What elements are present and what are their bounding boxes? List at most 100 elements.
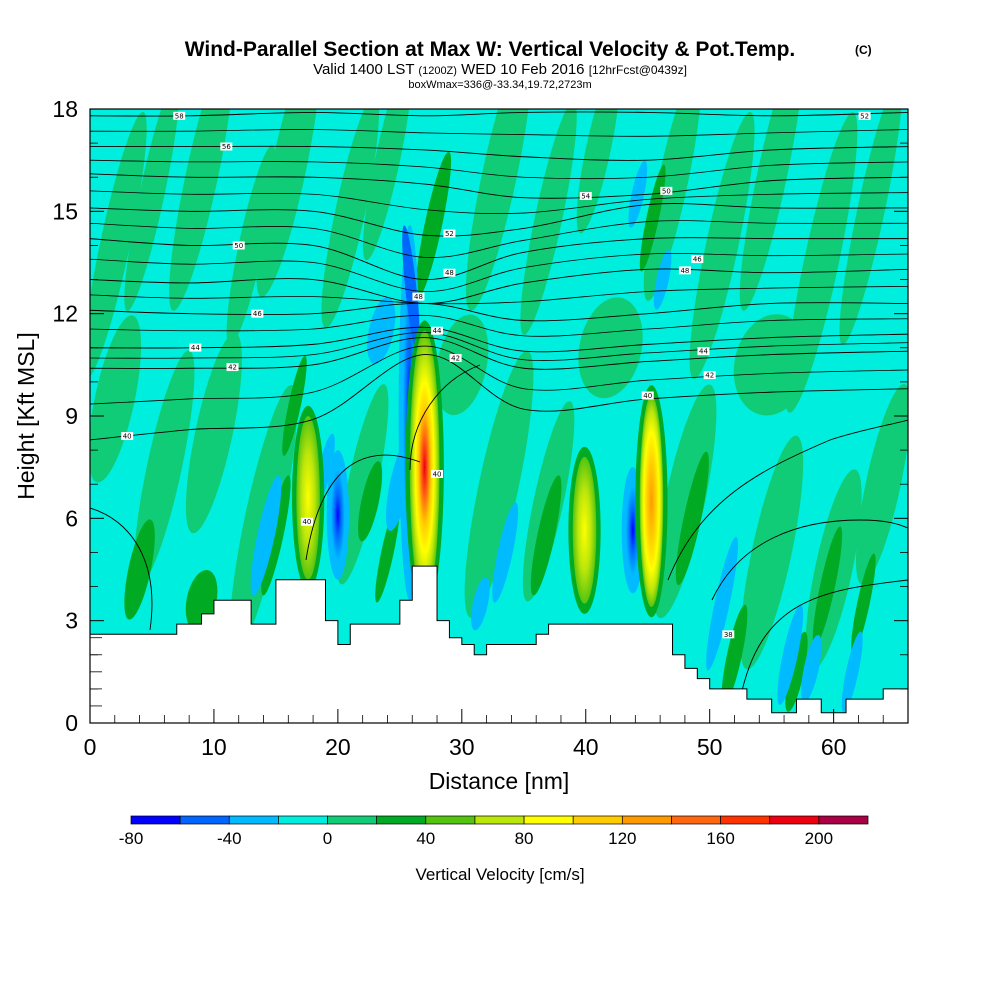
field-streak [226, 145, 276, 346]
isentrope-label: 40 [641, 391, 654, 400]
terrain [90, 565, 908, 723]
subtitle-forecast: [12hrFcst@0439z] [589, 63, 687, 77]
isentrope-label-text: 40 [123, 433, 132, 441]
isentrope-line [90, 337, 908, 370]
colorbar-swatch [769, 815, 820, 825]
isentrope-line [90, 326, 908, 353]
isentrope-label-bg [449, 354, 462, 363]
field-streak [282, 355, 307, 456]
isentrope-label-text: 48 [414, 293, 423, 301]
subtitle-valid: Valid 1400 LST [313, 61, 414, 78]
convective-cores [292, 224, 668, 618]
chart-title: Wind-Parallel Section at Max W: Vertical… [185, 38, 796, 61]
isentrope-label: 40 [121, 432, 134, 441]
field-streak [321, 109, 380, 329]
isentrope-label-bg [703, 371, 716, 380]
chart-title-mark: (C) [855, 43, 872, 57]
colorbar-swatch [130, 815, 181, 825]
isentrope-label: 56 [220, 142, 233, 151]
isentrope-label-bg [691, 255, 704, 264]
x-tick-label: 30 [449, 734, 475, 760]
isentrope-line [90, 345, 908, 405]
colorbar-tick-label: -80 [119, 829, 144, 848]
field-streak [124, 109, 180, 312]
colorbar: -80 -40 0 40 80 120 160 200 [119, 815, 869, 848]
y-axis: 0 3 6 9 12 15 18 [52, 96, 908, 736]
field-streak [801, 635, 822, 702]
isentrope-label-bg [697, 347, 710, 356]
isentrope-label-bg [722, 630, 735, 639]
isentrope-label-text: 54 [581, 192, 590, 200]
field-streak [653, 249, 672, 310]
colorbar-swatch [376, 815, 427, 825]
chart-info: boxWmax=336@-33.34,19.72,2723m [408, 79, 591, 91]
isentrope-labels: 58 56 54 52 50 48 46 44 42 40 40 40 40 38 48 48 44 42 52 50… [121, 111, 871, 639]
field-streak [358, 461, 383, 542]
y-tick-label: 15 [52, 198, 78, 224]
isentrope-label-bg [678, 266, 691, 275]
field-streak [721, 604, 748, 705]
field-streak [261, 475, 291, 596]
isentrope-label: 46 [691, 255, 704, 264]
field-streak [435, 314, 489, 416]
isentrope-line [90, 159, 908, 180]
isentrope-label: 40 [431, 469, 444, 478]
isentrope-label-bg [173, 111, 186, 120]
isentrope-label: 48 [412, 292, 425, 301]
isentrope-line [90, 111, 908, 117]
isentrope-line [90, 354, 908, 441]
field-streak [576, 109, 620, 234]
isentrope-label-bg [300, 517, 313, 526]
field-streak [739, 109, 804, 311]
isentrope-label-bg [412, 292, 425, 301]
isentrope-label: 50 [232, 241, 245, 250]
isentrope-label: 44 [431, 326, 444, 335]
field-streak [256, 109, 321, 298]
field-streak [336, 384, 389, 585]
x-tick-label: 20 [325, 734, 351, 760]
x-axis-title: Distance [nm] [429, 768, 570, 794]
colorbar-swatch [425, 815, 476, 825]
colorbar-swatch [474, 815, 525, 825]
isentrope-label-text: 50 [662, 187, 671, 195]
y-tick-label: 9 [65, 403, 78, 429]
field-streak [471, 576, 490, 631]
field-streak [839, 109, 903, 345]
isentrope-label: 38 [722, 630, 735, 639]
x-tick-label: 10 [201, 734, 227, 760]
isentrope-label-bg [121, 432, 134, 441]
field-streak [492, 502, 519, 603]
field-streak [785, 631, 808, 712]
isentrope-label-bg [220, 142, 233, 151]
isentrope-label-bg [579, 191, 592, 200]
isentrope-label: 58 [173, 111, 186, 120]
field-streak [733, 314, 810, 416]
isentrope-closed [90, 507, 153, 631]
chart-subtitle: Valid 1400 LST (1200Z) WED 10 Feb 2016 [… [313, 61, 687, 78]
y-tick-label: 3 [65, 608, 78, 634]
isentrope-label-bg [431, 469, 444, 478]
field-streak [520, 109, 577, 335]
isentrope-label-text: 44 [433, 327, 442, 335]
subtitle-utc: (1200Z) [418, 65, 457, 77]
isentrope-label-text: 44 [699, 348, 708, 356]
isentrope-line [90, 268, 908, 304]
isentrope-label: 44 [189, 343, 202, 352]
isentrope-label-text: 44 [191, 344, 200, 352]
field-streak [124, 519, 155, 620]
field-streak [675, 451, 709, 586]
field-streak [464, 350, 534, 618]
isentrope-label-text: 46 [693, 256, 702, 264]
field-streak [777, 604, 804, 705]
isentrope-line [90, 237, 908, 281]
colorbar-swatch [572, 815, 623, 825]
field-streak [851, 553, 876, 654]
isentrope-label-bg [226, 363, 239, 372]
colorbar-tick-label: 0 [323, 829, 332, 848]
isentrope-label: 46 [251, 309, 264, 318]
isentrope-line [90, 314, 908, 337]
colorbar-tick-label: -40 [217, 829, 242, 848]
isentrope-line [90, 332, 908, 361]
isentrope-label-text: 38 [724, 631, 733, 639]
